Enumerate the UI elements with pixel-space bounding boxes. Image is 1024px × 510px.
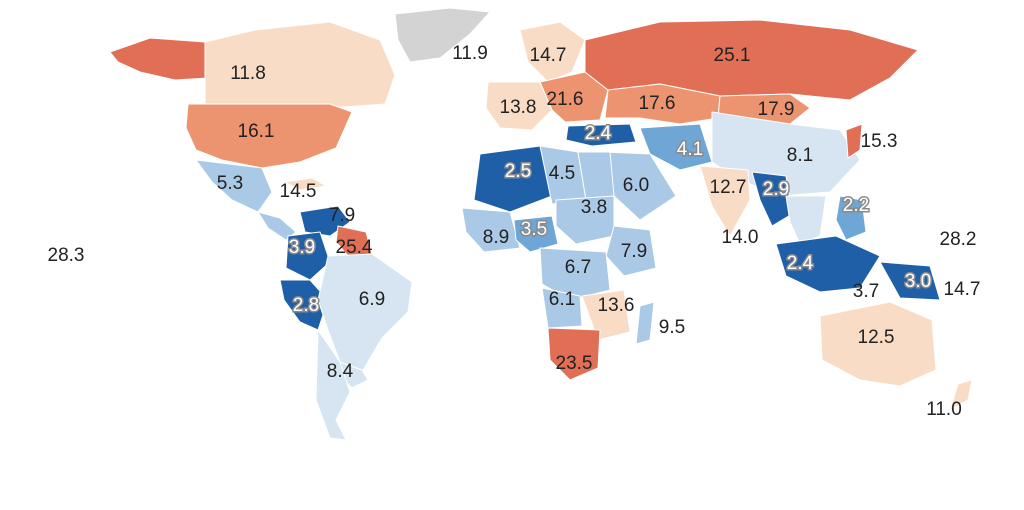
region-india — [699, 165, 751, 237]
value-label-colombia: 3.9 — [289, 237, 315, 258]
region-papua — [879, 261, 941, 301]
value-label-venezuela: 7.9 — [329, 205, 355, 226]
region-ethiopia — [605, 225, 657, 277]
region-scandinavia — [519, 21, 586, 83]
value-label-central-asia: 17.6 — [639, 93, 676, 114]
region-southeast-asia — [785, 195, 827, 245]
value-label-ocean-india-south: 14.0 — [722, 227, 759, 248]
region-iran — [639, 123, 713, 171]
region-greenland — [394, 7, 491, 63]
region-south-africa — [547, 327, 601, 381]
region-japan — [845, 123, 863, 159]
region-usa — [185, 103, 353, 169]
value-label-libya: 4.5 — [549, 163, 575, 184]
value-label-pacific-east: 28.2 — [940, 229, 977, 250]
value-label-ethiopia: 7.9 — [621, 241, 647, 262]
region-australia — [819, 301, 937, 387]
region-indonesia — [775, 235, 881, 293]
value-label-cuba: 14.5 — [280, 181, 317, 202]
region-sudan — [555, 195, 615, 245]
value-label-mozambique: 13.6 — [598, 295, 635, 316]
region-algeria — [473, 145, 553, 213]
map-value-labels: 11.8 11.9 14.7 25.1 13.8 21.6 17.6 17.9 15.3 16.1… — [48, 43, 981, 420]
value-label-south-africa: 23.5 — [556, 353, 593, 374]
region-madagascar — [635, 301, 655, 345]
value-label-uruguay: 8.4 — [327, 361, 354, 382]
value-label-new-zealand: 11.0 — [926, 399, 962, 420]
value-label-mexico: 5.3 — [217, 173, 243, 194]
value-label-madagascar: 9.5 — [659, 317, 685, 338]
value-label-philippines: 2.2 — [843, 195, 869, 216]
value-label-pacific-west: 28.3 — [48, 245, 85, 266]
region-central-asia — [604, 83, 721, 125]
value-label-indonesia: 2.4 — [787, 253, 814, 274]
value-label-greenland: 11.9 — [452, 43, 488, 64]
map-regions — [109, 7, 973, 441]
value-label-china: 8.1 — [787, 145, 813, 166]
region-brazil — [317, 253, 413, 373]
value-label-turkey: 2.4 — [585, 123, 612, 144]
value-label-myanmar: 2.9 — [763, 179, 789, 200]
region-argentina — [315, 329, 351, 441]
value-label-papua: 3.0 — [905, 271, 931, 292]
region-philippines — [835, 195, 867, 241]
value-label-russia: 25.1 — [714, 45, 751, 66]
value-label-angola: 6.1 — [549, 289, 575, 310]
value-label-australia: 12.5 — [858, 327, 895, 348]
value-label-usa: 16.1 — [238, 121, 275, 142]
region-myanmar — [751, 171, 793, 227]
value-label-scandinavia: 14.7 — [530, 45, 567, 66]
region-canada — [204, 21, 396, 109]
value-label-west-africa: 8.9 — [483, 227, 509, 248]
value-label-india: 12.7 — [710, 177, 747, 198]
value-label-drc: 6.7 — [565, 257, 591, 278]
value-label-peru: 2.8 — [293, 295, 319, 316]
value-label-algeria: 2.5 — [505, 161, 531, 182]
value-label-guyana: 25.4 — [336, 237, 373, 258]
value-label-western-europe: 13.8 — [500, 97, 537, 118]
region-mozambique — [581, 289, 631, 341]
value-label-eastern-europe: 21.6 — [547, 89, 584, 110]
region-west-africa — [461, 207, 521, 253]
value-label-solomon: 14.7 — [944, 279, 981, 300]
value-label-japan: 15.3 — [861, 131, 898, 152]
value-label-mongolia: 17.9 — [758, 99, 795, 120]
value-label-sudan: 3.8 — [581, 197, 607, 218]
value-label-canada: 11.8 — [230, 63, 266, 84]
value-label-iran: 4.1 — [677, 139, 703, 160]
region-angola — [541, 287, 583, 329]
value-label-saudi-arabia: 6.0 — [623, 175, 649, 196]
region-new-zealand — [949, 379, 973, 411]
region-turkey — [565, 123, 637, 147]
region-alaska — [109, 37, 209, 81]
value-label-timor: 3.7 — [853, 281, 879, 302]
value-label-brazil: 6.9 — [359, 289, 385, 310]
value-label-nigeria: 3.5 — [521, 219, 547, 240]
region-cuba — [284, 177, 327, 191]
region-colombia — [285, 231, 331, 281]
